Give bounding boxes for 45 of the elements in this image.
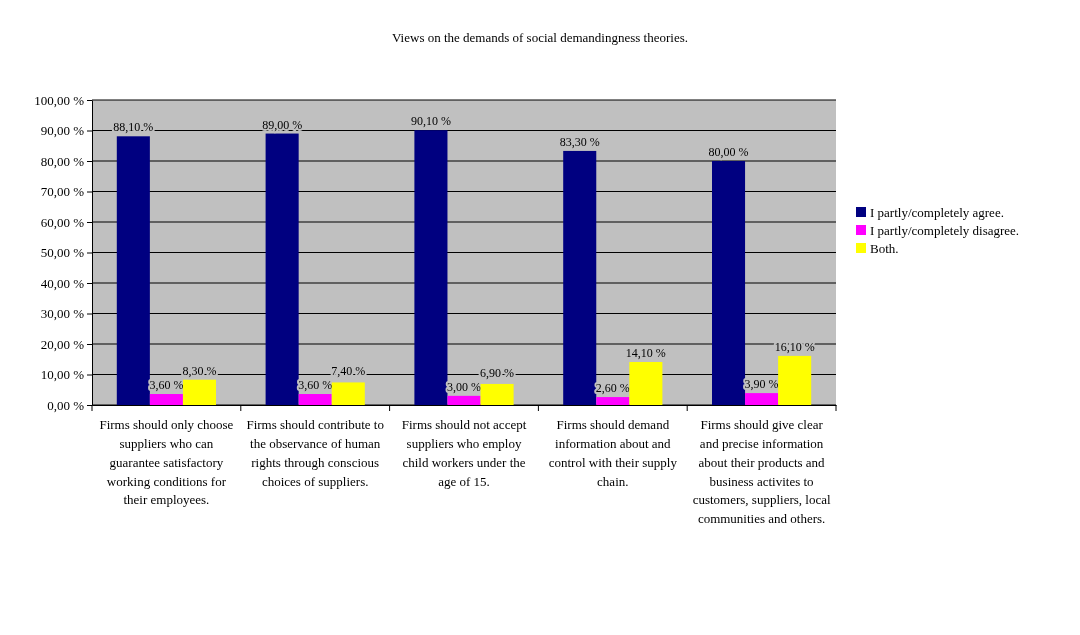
y-tick-label: 40,00 %: [40, 275, 85, 291]
data-label: 80,00 %: [708, 145, 749, 159]
data-label: 14,10 %: [625, 345, 666, 360]
x-tick-label: Firms should contribute to the observance of human rights through conscious choices of suppliers.: [246, 417, 384, 489]
data-label: 3,60 %: [149, 378, 184, 393]
data-label: 83,30 %: [559, 134, 600, 149]
data-label: 90,10 %: [410, 114, 451, 129]
bar: [712, 161, 746, 405]
x-tick-label: Firms should give clear and precise information about their products and business activites to customers, suppliers, local communities and others.: [692, 417, 831, 527]
bar: [447, 395, 481, 405]
legend-label: I partly/completely disagree.: [870, 223, 1020, 238]
y-tick-label: 30,00 %: [40, 306, 85, 322]
bar: [629, 362, 663, 405]
bar: [149, 394, 183, 405]
y-tick-label: 0,00 %: [47, 397, 85, 413]
chart-title: Views on the demands of social demandingness theories.: [392, 30, 688, 45]
y-tick-label: 90,00 %: [40, 123, 85, 139]
y-tick-label: 80,00 %: [40, 153, 85, 169]
legend-label: I partly/completely agree.: [870, 205, 1004, 220]
bar: [414, 130, 448, 405]
bar: [778, 355, 812, 405]
bar: [298, 394, 332, 405]
bar: [116, 136, 150, 405]
bar: [745, 393, 779, 405]
bar: [563, 150, 597, 405]
bar: [182, 379, 216, 405]
y-tick-label: 70,00 %: [40, 184, 85, 200]
y-tick-label: 60,00 %: [40, 214, 85, 230]
bar: [596, 397, 630, 405]
y-tick-label: 50,00 %: [40, 245, 85, 261]
y-tick-label: 10,00 %: [40, 367, 85, 383]
data-label: 3,00 %: [447, 379, 481, 394]
bar: [480, 383, 514, 405]
data-label: 89,00 %: [262, 117, 303, 132]
data-label: 3,90 %: [744, 377, 779, 392]
y-tick-label: 20,00 %: [40, 336, 85, 352]
legend-label: Both.: [870, 241, 899, 256]
x-tick-label: Firms should demand information about and control with their supply chain.: [548, 417, 678, 489]
x-tick-label: Firms should not accept suppliers who employ child workers under the age of 15.: [401, 417, 527, 489]
data-label: 8,30 %: [182, 363, 217, 378]
bar: [265, 133, 299, 405]
data-label: 3,60 %: [298, 378, 333, 393]
x-tick-label: Firms should only choose suppliers who can guarantee satisfactory working conditions for their employees.: [99, 417, 234, 508]
bar: [331, 382, 365, 405]
y-tick-label: 100,00 %: [34, 92, 85, 108]
